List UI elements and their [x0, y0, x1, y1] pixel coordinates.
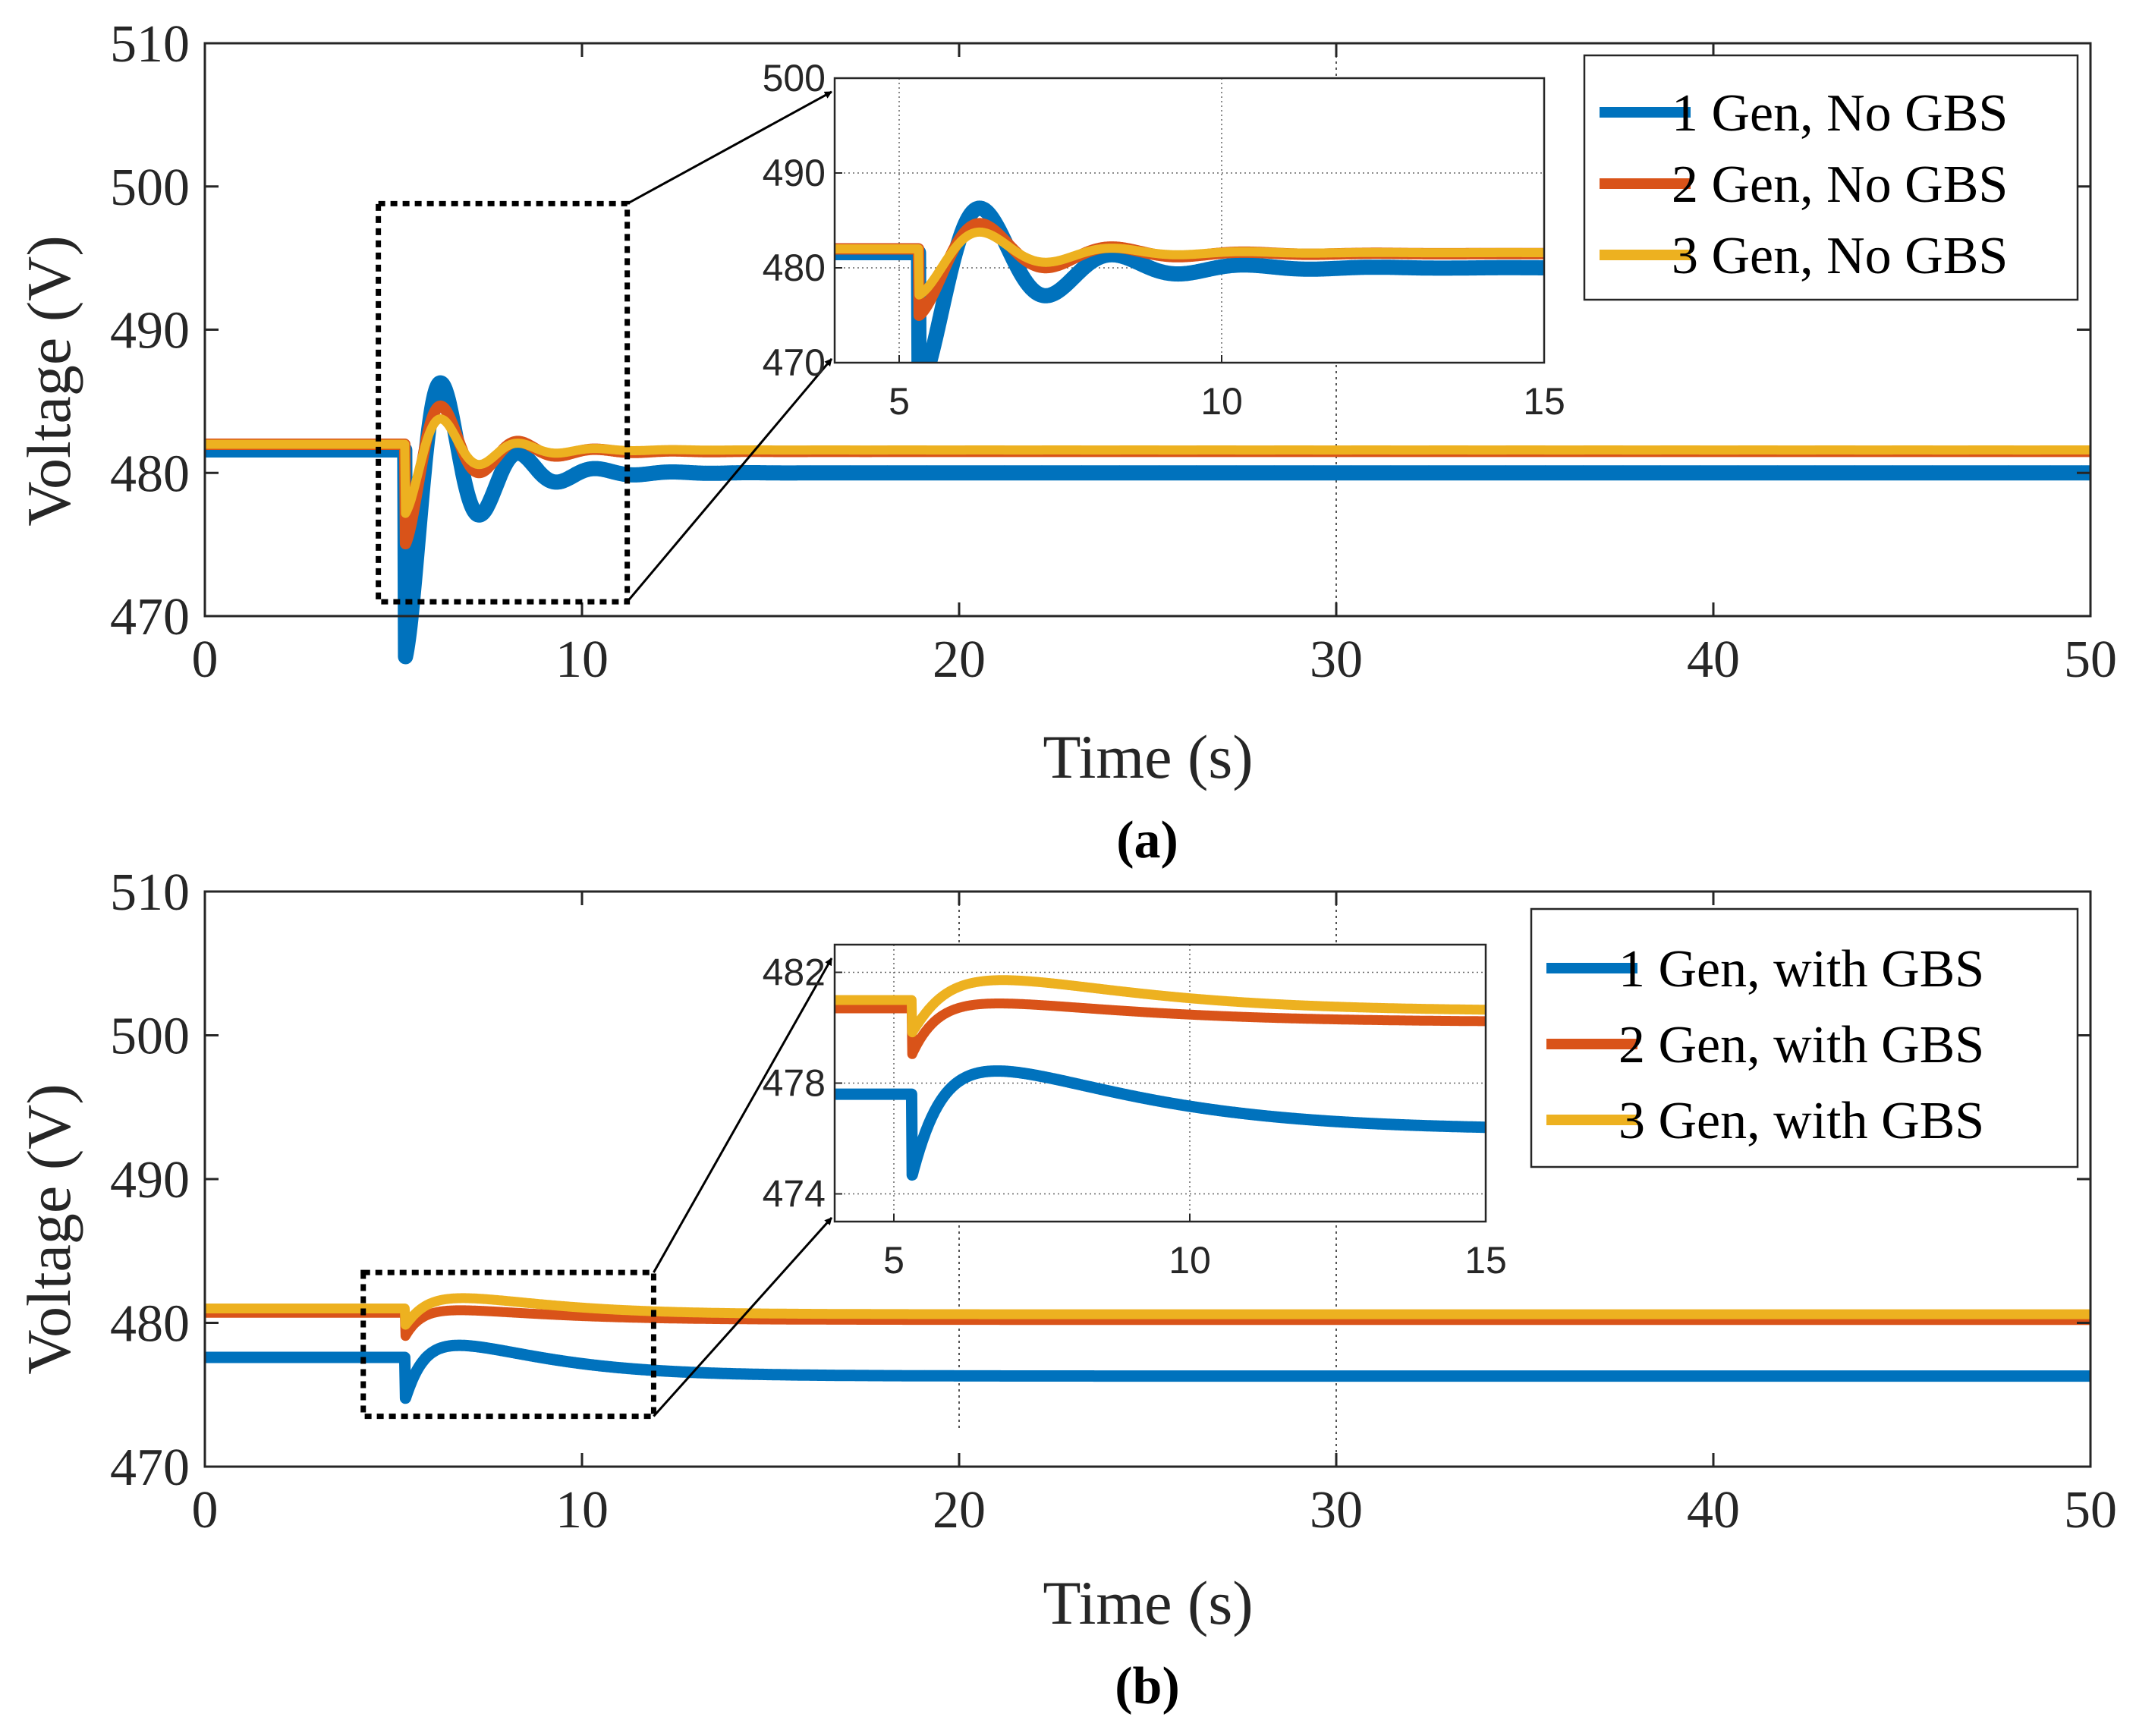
x-tick-label: 10 [555, 631, 609, 689]
inset-axes-box [833, 77, 1546, 364]
inset-x-tick-label: 5 [883, 1239, 904, 1282]
inset-x-tick-label: 5 [889, 380, 910, 423]
inset-y-tick-label: 482 [763, 951, 826, 994]
inset-series-line-3 [835, 227, 1544, 300]
panel-b-series [200, 1293, 2095, 1404]
legend-label-2: 2 Gen, No GBS [1672, 156, 2008, 214]
inset-background [835, 78, 1544, 363]
zoom-arrow-top [626, 90, 832, 205]
inset-x-tick-label: 15 [1464, 1239, 1507, 1282]
y-tick-label: 500 [110, 1008, 190, 1066]
legend-label-1: 1 Gen, with GBS [1619, 940, 1984, 999]
inset-series-line-1 [835, 1065, 1486, 1181]
y-tick-label: 480 [110, 445, 190, 503]
x-tick-label: 40 [1687, 631, 1740, 689]
zoom-arrow-bottom [626, 358, 833, 603]
legend-label-1: 1 Gen, No GBS [1672, 84, 2008, 143]
panel-a-zoom [376, 90, 833, 605]
zoom-arrow-bottom [653, 1216, 833, 1417]
panel-b-label: (b) [1115, 1657, 1180, 1716]
x-tick-label: 0 [192, 631, 219, 689]
legend-label-3: 3 Gen, No GBS [1672, 227, 2008, 285]
zoom-arrow-top [653, 958, 833, 1273]
panel-a-inset: 5 10 15 470 480 490 500 [763, 57, 1565, 423]
panel-b-legend: 1 Gen, with GBS 2 Gen, with GBS 3 Gen, wit… [1530, 907, 2079, 1168]
series-line-1 [198, 375, 2097, 665]
y-tick-label: 470 [110, 1439, 190, 1497]
inset-series [835, 200, 1544, 363]
y-tick-label: 470 [110, 588, 190, 646]
series-line-1 [200, 1339, 2095, 1404]
inset-y-tick-label: 500 [763, 57, 826, 99]
panel-a-ylabel: Voltage (V) [14, 235, 83, 526]
panel-a-xlabel: Time (s) [1043, 722, 1253, 791]
x-tick-label: 20 [933, 631, 986, 689]
y-tick-label: 500 [110, 159, 190, 217]
x-tick-label: 30 [1310, 631, 1363, 689]
panel-a-label: (a) [1116, 811, 1178, 870]
panel-b-zoom [360, 958, 833, 1420]
y-tick-label: 490 [110, 302, 190, 360]
x-tick-label: 50 [2064, 1481, 2117, 1539]
legend-label-2: 2 Gen, with GBS [1619, 1016, 1984, 1074]
inset-y-tick-label: 470 [763, 341, 826, 384]
inset-x-tick-label: 10 [1200, 380, 1243, 423]
inset-x-tick-label: 15 [1523, 380, 1565, 423]
panel-b-inset: 5 10 15 474 478 482 [763, 943, 1507, 1282]
panel-a-legend: 1 Gen, No GBS 2 Gen, No GBS 3 Gen, No GBS [1583, 54, 2079, 301]
inset-x-tick-label: 10 [1169, 1239, 1211, 1282]
x-tick-label: 50 [2064, 631, 2117, 689]
inset-series-line-3 [835, 975, 1486, 1038]
inset-series [835, 975, 1486, 1181]
zoom-region-box [376, 200, 631, 605]
y-tick-label: 490 [110, 1151, 190, 1209]
series-line-2 [200, 1305, 2094, 1341]
y-tick-label: 510 [110, 863, 190, 922]
x-tick-label: 30 [1310, 1481, 1363, 1539]
y-tick-label: 510 [110, 15, 190, 74]
x-tick-label: 10 [555, 1481, 609, 1539]
inset-background [835, 945, 1486, 1222]
panel-b-xlabel: Time (s) [1043, 1568, 1253, 1637]
legend-label-3: 3 Gen, with GBS [1619, 1092, 1984, 1150]
x-tick-label: 40 [1687, 1481, 1740, 1539]
series-line-3 [200, 1293, 2094, 1330]
panel-b-ylabel: Voltage (V) [14, 1083, 83, 1374]
y-tick-label: 480 [110, 1295, 190, 1354]
series-line-3 [201, 414, 2094, 518]
inset-y-tick-label: 474 [763, 1173, 826, 1216]
x-tick-label: 20 [933, 1481, 986, 1539]
inset-y-tick-label: 480 [763, 247, 826, 289]
inset-y-tick-label: 490 [763, 152, 826, 194]
inset-y-tick-label: 478 [763, 1062, 826, 1105]
x-tick-label: 0 [192, 1481, 219, 1539]
inset-series-line-2 [835, 999, 1486, 1059]
panel-a-series [198, 375, 2097, 665]
